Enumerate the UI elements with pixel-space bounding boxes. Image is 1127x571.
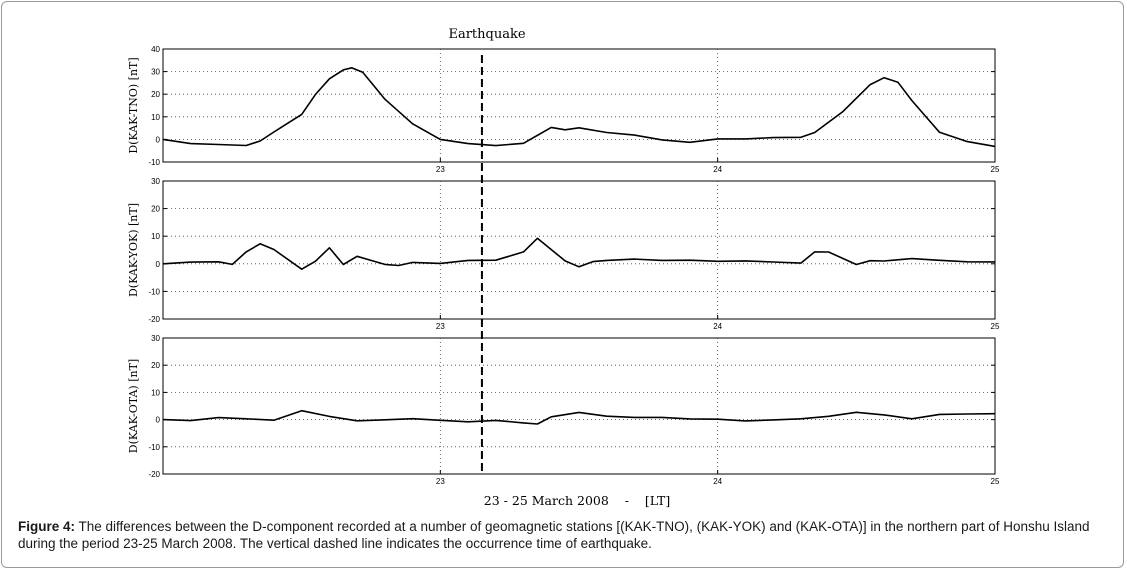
y-tick-label: 40 xyxy=(151,45,160,54)
chart-panel-3: -20 -10 0 10 20 30 23 24 25 D(KAK-OTA) [nT] xyxy=(127,334,1000,486)
y-tick-label: 30 xyxy=(151,334,160,343)
y-axis-label: D(KAK-TNO) [nT] xyxy=(127,57,140,153)
x-tick-label: 24 xyxy=(713,322,722,331)
series-line xyxy=(162,409,996,425)
y-tick-label: -20 xyxy=(148,315,160,324)
y-tick-label: 0 xyxy=(156,416,161,425)
plot-frame xyxy=(162,180,996,320)
y-tick-label: -10 xyxy=(148,287,160,296)
y-axis-label: D(KAK-OTA) [nT] xyxy=(127,359,140,453)
chart-panel-1: -10 0 10 20 30 40 23 24 25 D(KAK-TNO) [nT] xyxy=(127,45,1000,174)
x-tick-label: 25 xyxy=(991,165,1000,174)
x-tick-label: 25 xyxy=(991,322,1000,331)
caption-text: The differences between the D-component … xyxy=(18,519,1090,551)
x-tick-label: 23 xyxy=(436,165,445,174)
series-line xyxy=(162,237,996,271)
y-tick-label: 10 xyxy=(151,232,160,241)
earthquake-annotation: Earthquake xyxy=(448,27,525,42)
x-tick-label: 25 xyxy=(991,477,1000,486)
figure-caption: Figure 4: The differences between the D-… xyxy=(18,518,1118,552)
y-tick-label: 20 xyxy=(151,90,160,99)
y-tick-label: -20 xyxy=(148,470,160,479)
plot-frame xyxy=(162,48,996,163)
caption-label: Figure 4: xyxy=(18,519,76,534)
x-tick-label: 24 xyxy=(713,165,722,174)
series-line xyxy=(162,67,996,148)
y-tick-label: 10 xyxy=(151,388,160,397)
y-tick-label: 10 xyxy=(151,113,160,122)
y-tick-label: 30 xyxy=(151,177,160,186)
x-axis-label: 23 - 25 March 2008 - [LT] xyxy=(484,493,670,508)
y-tick-label: -10 xyxy=(148,443,160,452)
y-tick-label: -10 xyxy=(148,158,160,167)
chart-panel-2: -20 -10 0 10 20 30 23 24 25 D(KAK-YOK) [nT] xyxy=(127,177,1000,331)
x-tick-label: 24 xyxy=(713,477,722,486)
y-axis-label: D(KAK-YOK) [nT] xyxy=(127,203,140,297)
y-tick-label: 30 xyxy=(151,68,160,77)
plot-frame xyxy=(162,337,996,475)
y-tick-label: 0 xyxy=(156,135,161,144)
x-tick-label: 23 xyxy=(436,477,445,486)
y-tick-label: 20 xyxy=(151,205,160,214)
y-tick-label: 20 xyxy=(151,361,160,370)
y-tick-label: 0 xyxy=(156,260,161,269)
x-tick-label: 23 xyxy=(436,322,445,331)
chart-panels: -10 0 10 20 30 40 23 24 25 D(KAK-TNO) [nT] -20 -10 0… xyxy=(127,45,1000,486)
